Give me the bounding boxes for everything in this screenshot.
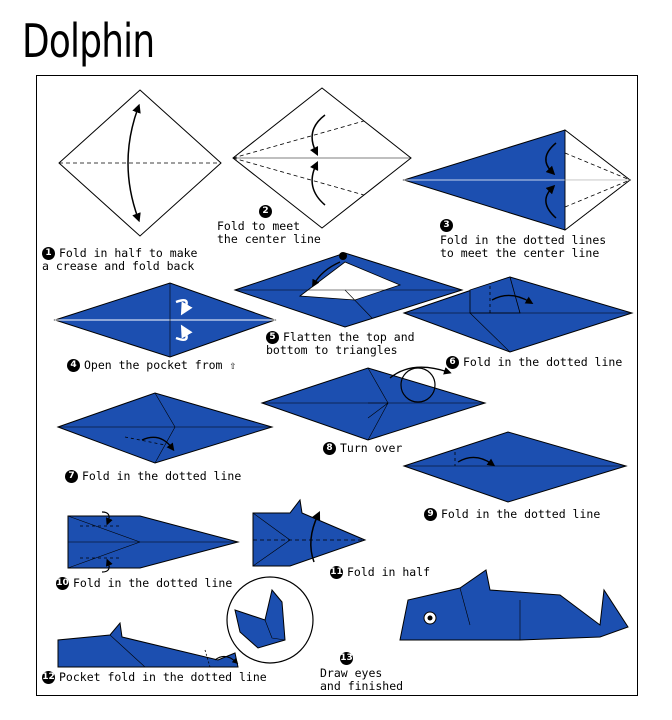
step-5-caption: 5 Flatten the top and bottom to triangles <box>266 331 415 357</box>
step-4-number: 4 <box>67 359 80 372</box>
step-11-number: 11 <box>330 566 343 579</box>
step-3-diagram <box>402 129 632 231</box>
step-4-caption: 4 Open the pocket from ⇧ <box>67 359 236 372</box>
step-8-diagram <box>260 366 487 441</box>
step-12-text: Pocket fold in the dotted line <box>59 670 267 684</box>
step-12-diagram <box>57 576 314 668</box>
step-3-caption: 3 Fold in the dotted lines to meet the ce… <box>440 219 606 260</box>
step-8-text: Turn over <box>340 441 403 455</box>
step-1-number: 1 <box>42 247 55 260</box>
step-5-diagram <box>233 252 464 328</box>
step-8-number: 8 <box>323 442 336 455</box>
step-13-text: Draw eyes and finished <box>320 666 404 693</box>
step-4-diagram <box>53 282 277 358</box>
step-12-caption: 12 Pocket fold in the dotted line <box>42 671 267 684</box>
step-6-number: 6 <box>446 356 459 369</box>
step-3-text: Fold in the dotted lines to meet the cen… <box>440 233 607 260</box>
step-6-text: Fold in the dotted line <box>463 355 623 369</box>
step-12-number: 12 <box>42 671 55 684</box>
step-10-caption: 10 Fold in the dotted line <box>56 577 232 590</box>
step-2-text: Fold to meet the center line <box>217 219 321 246</box>
step-7-number: 7 <box>65 470 78 483</box>
step-9-diagram <box>402 431 628 503</box>
step-11-diagram <box>252 498 367 567</box>
step-7-caption: 7 Fold in the dotted line <box>65 470 241 483</box>
step-1-caption: 1 Fold in half to make a crease and fold … <box>42 247 197 273</box>
step-2-caption: 2 Fold to meet the center line <box>217 205 321 246</box>
step-13-caption: 13 Draw eyes and finished <box>320 652 403 693</box>
step-1-diagram <box>58 89 222 237</box>
step-9-caption: 9 Fold in the dotted line <box>424 508 600 521</box>
step-4-text: Open the pocket from ⇧ <box>84 358 237 372</box>
step-2-number: 2 <box>259 205 272 218</box>
step-7-diagram <box>56 392 274 464</box>
step-3-number: 3 <box>440 219 453 232</box>
step-6-caption: 6 Fold in the dotted line <box>446 356 622 369</box>
step-11-caption: 11 Fold in half <box>330 566 430 579</box>
step-10-text: Fold in the dotted line <box>73 576 233 590</box>
page-title: Dolphin <box>22 14 155 68</box>
step-10-diagram <box>67 511 240 573</box>
step-5-text: Flatten the top and bottom to triangles <box>266 330 415 357</box>
step-7-text: Fold in the dotted line <box>82 469 242 483</box>
instructions-frame <box>36 75 638 696</box>
step-8-caption: 8 Turn over <box>323 442 402 455</box>
step-13-number: 13 <box>340 652 353 665</box>
step-9-text: Fold in the dotted line <box>441 507 601 521</box>
step-2-diagram <box>232 87 412 229</box>
step-9-number: 9 <box>424 508 437 521</box>
step-13-diagram <box>399 569 629 641</box>
step-6-diagram <box>402 276 634 353</box>
step-5-number: 5 <box>266 331 279 344</box>
step-1-text: Fold in half to make a crease and fold b… <box>42 246 198 273</box>
step-10-number: 10 <box>56 577 69 590</box>
step-11-text: Fold in half <box>347 565 431 579</box>
